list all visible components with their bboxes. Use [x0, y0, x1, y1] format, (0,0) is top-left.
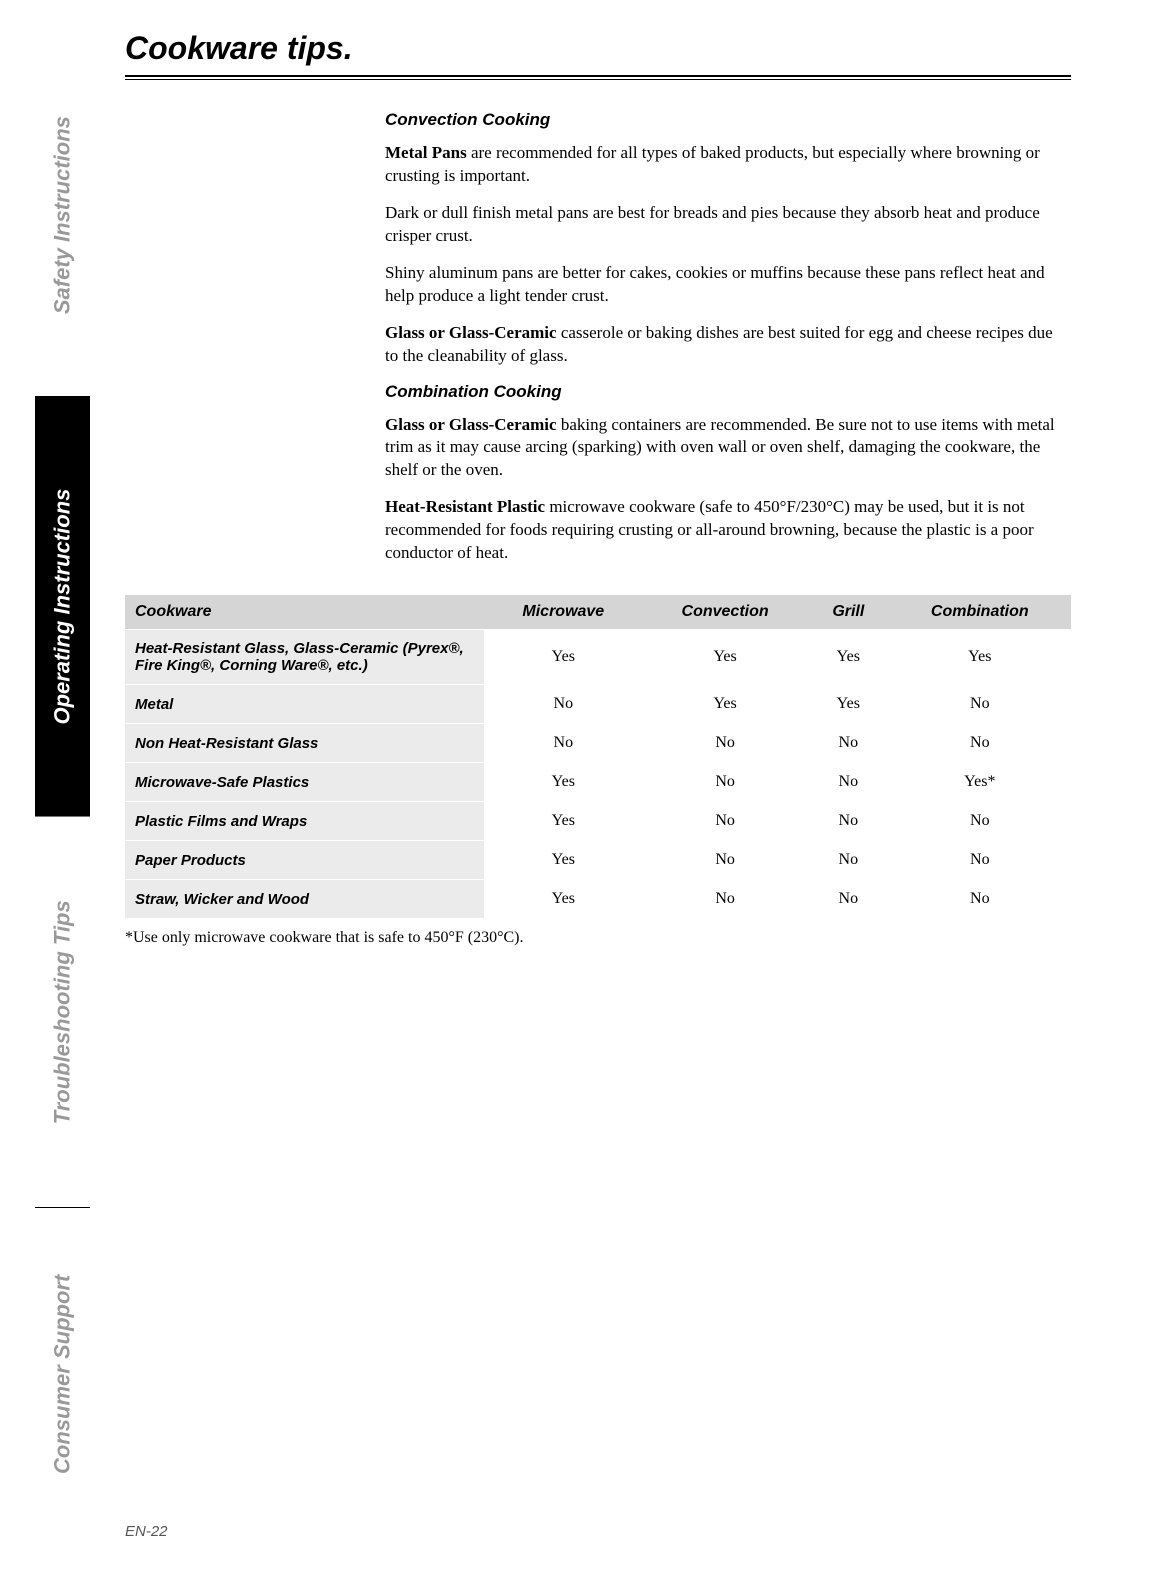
table-row: Non Heat-Resistant GlassNoNoNoNo — [125, 724, 1071, 763]
table-cell: No — [889, 802, 1071, 841]
body-paragraph: Glass or Glass-Ceramic baking containers… — [385, 414, 1061, 483]
table-row: Straw, Wicker and WoodYesNoNoNo — [125, 880, 1071, 919]
table-header-combination: Combination — [889, 595, 1071, 630]
tab-operating[interactable]: Operating Instructions — [35, 397, 90, 817]
table-row: Microwave-Safe PlasticsYesNoNoYes* — [125, 763, 1071, 802]
table-cell: No — [484, 685, 642, 724]
cookware-table: Cookware Microwave Convection Grill Comb… — [125, 595, 1071, 919]
table-cell: No — [808, 802, 889, 841]
table-cell: Yes — [889, 630, 1071, 685]
table-cell: Yes — [484, 763, 642, 802]
table-cell: Yes — [484, 802, 642, 841]
table-cell: No — [808, 724, 889, 763]
table-cell: No — [808, 841, 889, 880]
bold-term: Glass or Glass-Ceramic — [385, 323, 557, 342]
table-row: Paper ProductsYesNoNoNo — [125, 841, 1071, 880]
table-row-label: Plastic Films and Wraps — [125, 802, 484, 841]
table-cell: No — [808, 880, 889, 919]
bold-term: Heat-Resistant Plastic — [385, 497, 545, 516]
body-paragraph: Metal Pans are recommended for all types… — [385, 142, 1061, 188]
table-header-row: Cookware Microwave Convection Grill Comb… — [125, 595, 1071, 630]
table-header-microwave: Microwave — [484, 595, 642, 630]
table-row-label: Microwave-Safe Plastics — [125, 763, 484, 802]
page-number: EN-22 — [125, 1523, 168, 1540]
table-row: Plastic Films and WrapsYesNoNoNo — [125, 802, 1071, 841]
table-row-label: Heat-Resistant Glass, Glass-Ceramic (Pyr… — [125, 630, 484, 685]
section-heading-convection: Convection Cooking — [385, 110, 1061, 130]
table-row: Heat-Resistant Glass, Glass-Ceramic (Pyr… — [125, 630, 1071, 685]
tab-consumer[interactable]: Consumer Support — [35, 1208, 90, 1540]
table-cell: No — [889, 880, 1071, 919]
tab-safety[interactable]: Safety Instructions — [35, 35, 90, 396]
bold-term: Metal Pans — [385, 143, 467, 162]
tab-troubleshooting[interactable]: Troubleshooting Tips — [35, 817, 90, 1207]
table-cell: No — [889, 841, 1071, 880]
footnote: *Use only microwave cookware that is saf… — [125, 929, 1071, 947]
table-cell: No — [642, 841, 808, 880]
body-paragraph: Heat-Resistant Plastic microwave cookwar… — [385, 496, 1061, 565]
table-cell: No — [642, 802, 808, 841]
title-rule — [125, 75, 1071, 80]
table-cell: Yes — [808, 685, 889, 724]
table-cell: Yes — [484, 880, 642, 919]
table-cell: Yes — [808, 630, 889, 685]
table-cell: Yes — [642, 685, 808, 724]
body-paragraph: Shiny aluminum pans are better for cakes… — [385, 262, 1061, 308]
table-header-convection: Convection — [642, 595, 808, 630]
table-cell: No — [484, 724, 642, 763]
table-cell: No — [642, 880, 808, 919]
table-header-cookware: Cookware — [125, 595, 484, 630]
body-paragraph: Dark or dull finish metal pans are best … — [385, 202, 1061, 248]
table-row-label: Straw, Wicker and Wood — [125, 880, 484, 919]
table-cell: Yes — [484, 630, 642, 685]
bold-term: Glass or Glass-Ceramic — [385, 415, 557, 434]
table-cell: Yes — [642, 630, 808, 685]
side-nav-tabs: Safety Instructions Operating Instructio… — [35, 35, 90, 1540]
table-cell: Yes — [484, 841, 642, 880]
table-row: MetalNoYesYesNo — [125, 685, 1071, 724]
table-row-label: Metal — [125, 685, 484, 724]
table-cell: No — [642, 763, 808, 802]
table-row-label: Non Heat-Resistant Glass — [125, 724, 484, 763]
body-paragraph: Glass or Glass-Ceramic casserole or baki… — [385, 322, 1061, 368]
section-heading-combination: Combination Cooking — [385, 382, 1061, 402]
table-cell: Yes* — [889, 763, 1071, 802]
table-header-grill: Grill — [808, 595, 889, 630]
table-cell: No — [808, 763, 889, 802]
page-title: Cookware tips. — [125, 30, 1071, 67]
table-cell: No — [889, 685, 1071, 724]
table-cell: No — [642, 724, 808, 763]
table-cell: No — [889, 724, 1071, 763]
para-text: are recommended for all types of baked p… — [385, 143, 1040, 185]
table-row-label: Paper Products — [125, 841, 484, 880]
